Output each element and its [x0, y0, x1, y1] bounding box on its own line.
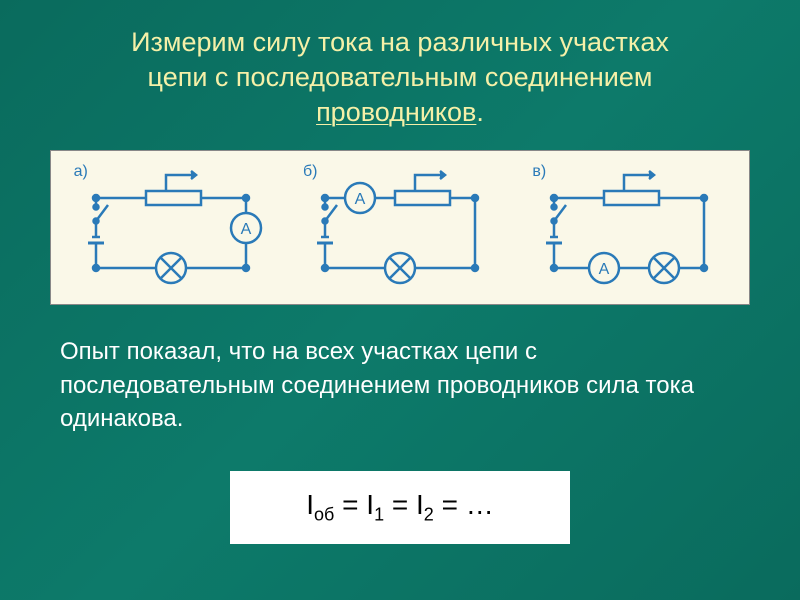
svg-text:A: A [355, 191, 366, 208]
formula-I3: I [416, 489, 424, 520]
formula-I1: I [306, 489, 314, 520]
circuit-b: б) A [295, 163, 505, 293]
circuit-a: а) A [66, 163, 276, 293]
formula-sub-1: 1 [374, 505, 384, 525]
circuit-diagrams: а) A [50, 150, 750, 305]
title-line1: Измерим силу тока на различных участках [131, 27, 669, 57]
title-line3-word: проводников [316, 97, 476, 127]
svg-text:A: A [240, 221, 251, 238]
circuit-a-label: а) [74, 163, 88, 181]
formula-eq1: = [334, 489, 366, 520]
formula: Iоб = I1 = I2 = … [306, 489, 493, 520]
body-text: Опыт показал, что на всех участках цепи … [60, 335, 750, 436]
formula-ellipsis: = … [434, 489, 494, 520]
title-line3-end: . [476, 97, 484, 127]
circuit-b-svg: A [295, 163, 505, 293]
circuit-c-svg: A [524, 163, 734, 293]
svg-text:A: A [599, 261, 610, 278]
circuit-b-label: б) [303, 163, 318, 181]
circuit-c: в) A [524, 163, 734, 293]
formula-I2: I [366, 489, 374, 520]
formula-box: Iоб = I1 = I2 = … [230, 471, 570, 544]
title-line2: цепи с последовательным соединением [148, 62, 653, 92]
formula-eq2: = [384, 489, 416, 520]
formula-sub-2: 2 [424, 505, 434, 525]
circuit-a-svg: A [66, 163, 276, 293]
formula-sub-ob: об [314, 505, 334, 525]
slide: Измерим силу тока на различных участках … [0, 0, 800, 600]
slide-title: Измерим силу тока на различных участках … [50, 25, 750, 130]
circuit-c-label: в) [532, 163, 546, 181]
